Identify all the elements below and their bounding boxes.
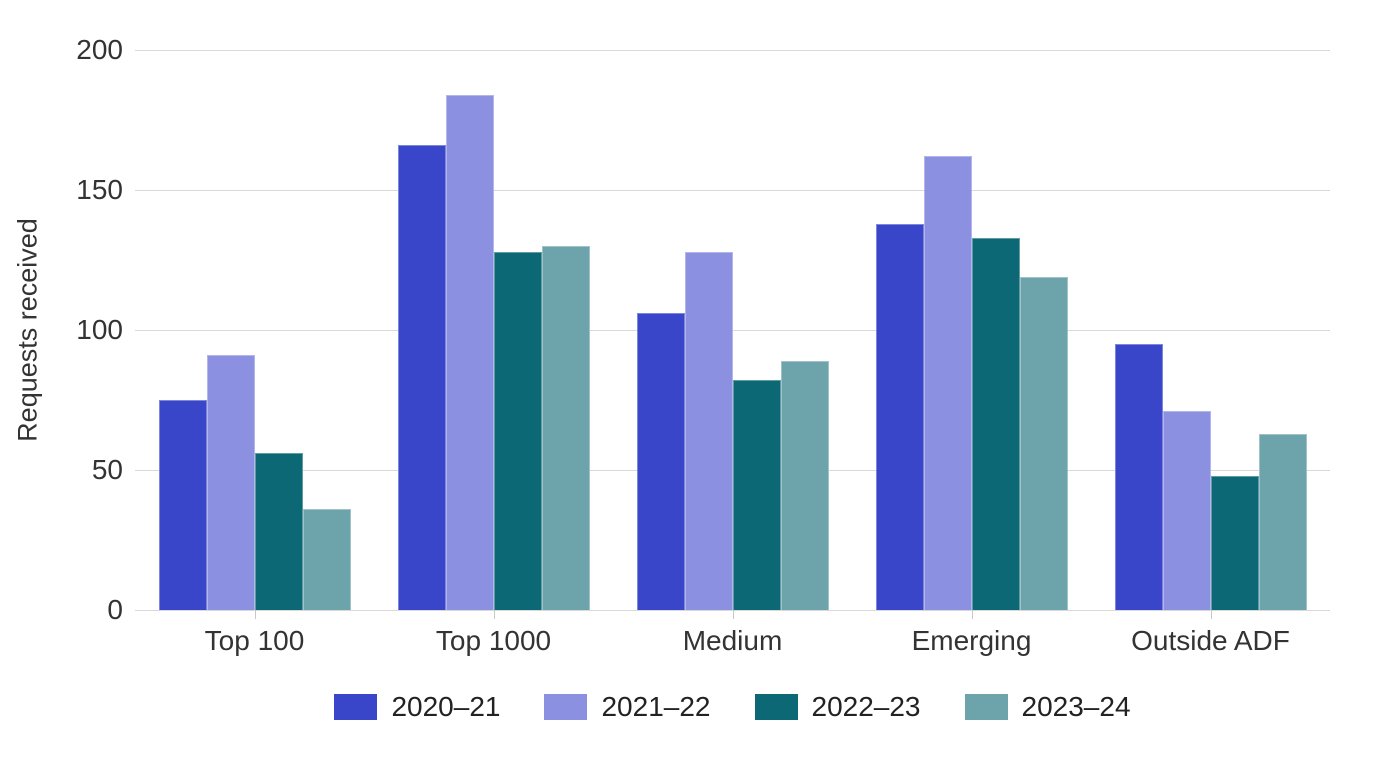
bar-202324-medium bbox=[780, 360, 829, 610]
legend: 2020–21 2021–22 2022–23 2023–24 bbox=[135, 685, 1330, 729]
legend-label: 2020–21 bbox=[391, 691, 501, 722]
x-label-emerging: Emerging bbox=[911, 625, 1032, 656]
legend-label: 2023–24 bbox=[1021, 691, 1131, 722]
legend-label: 2021–22 bbox=[601, 691, 711, 722]
y-tick-label-100: 100 bbox=[76, 314, 123, 345]
x-tick-top-1000 bbox=[493, 610, 495, 619]
bar-group-emerging bbox=[852, 50, 1091, 610]
bar-202021-medium bbox=[636, 313, 685, 610]
bar-202223-top-1000 bbox=[493, 251, 542, 610]
gridline-y-100 bbox=[135, 330, 1330, 331]
y-axis-title: Requests received bbox=[12, 218, 43, 442]
bar-202021-emerging bbox=[875, 223, 924, 610]
bar-202021-top-1000 bbox=[397, 145, 446, 610]
x-tick-outside-adf bbox=[1210, 610, 1212, 619]
bar-202122-top-1000 bbox=[445, 94, 494, 610]
legend-item-202223: 2022–23 bbox=[754, 691, 921, 723]
y-tick-label-200: 200 bbox=[76, 34, 123, 65]
bar-202324-top-100 bbox=[302, 509, 351, 610]
bar-202122-outside-adf bbox=[1162, 411, 1211, 610]
gridline-y-200 bbox=[135, 50, 1330, 51]
legend-item-202021: 2020–21 bbox=[334, 691, 500, 723]
bar-202122-medium bbox=[684, 251, 733, 610]
bar-202223-outside-adf bbox=[1210, 475, 1259, 610]
x-label-top-1000: Top 1000 bbox=[435, 625, 552, 656]
gridline-y-150 bbox=[135, 190, 1330, 191]
bar-group-outside-adf bbox=[1091, 50, 1330, 610]
bar-202122-emerging bbox=[923, 156, 972, 610]
x-tick-top-100 bbox=[254, 610, 256, 619]
bar-202223-top-100 bbox=[254, 453, 303, 610]
legend-item-202324: 2023–24 bbox=[964, 691, 1131, 723]
x-label-outside-adf: Outside ADF bbox=[1131, 625, 1290, 656]
y-tick-label-150: 150 bbox=[76, 174, 123, 205]
x-label-medium: Medium bbox=[682, 625, 783, 656]
legend-swatch-icon bbox=[964, 694, 1008, 720]
legend-item-202122: 2021–22 bbox=[544, 691, 711, 723]
plot-area: Top 100 Top 1000 Medium Emerging Outside ADF bbox=[135, 50, 1330, 656]
x-tick-emerging bbox=[971, 610, 973, 619]
x-tick-medium bbox=[732, 610, 734, 619]
bar-202324-top-1000 bbox=[541, 246, 590, 610]
bar-202223-emerging bbox=[971, 237, 1020, 610]
bar-202223-medium bbox=[732, 380, 781, 610]
bar-group-medium bbox=[613, 50, 852, 610]
legend-swatch-icon bbox=[544, 694, 588, 720]
bar-202324-emerging bbox=[1019, 276, 1068, 610]
legend-label: 2022–23 bbox=[811, 691, 921, 722]
x-label-top-100: Top 100 bbox=[204, 625, 305, 656]
y-tick-label-50: 50 bbox=[91, 454, 123, 485]
bar-202324-outside-adf bbox=[1258, 433, 1307, 610]
legend-swatch-icon bbox=[754, 694, 798, 720]
bar-group-top-1000 bbox=[374, 50, 613, 610]
bar-202021-top-100 bbox=[158, 400, 207, 610]
bar-202021-outside-adf bbox=[1114, 344, 1163, 610]
legend-swatch-icon bbox=[334, 694, 378, 720]
bar-202122-top-100 bbox=[206, 355, 255, 610]
bar-group-top-100 bbox=[135, 50, 374, 610]
y-tick-label-0: 0 bbox=[107, 594, 123, 625]
